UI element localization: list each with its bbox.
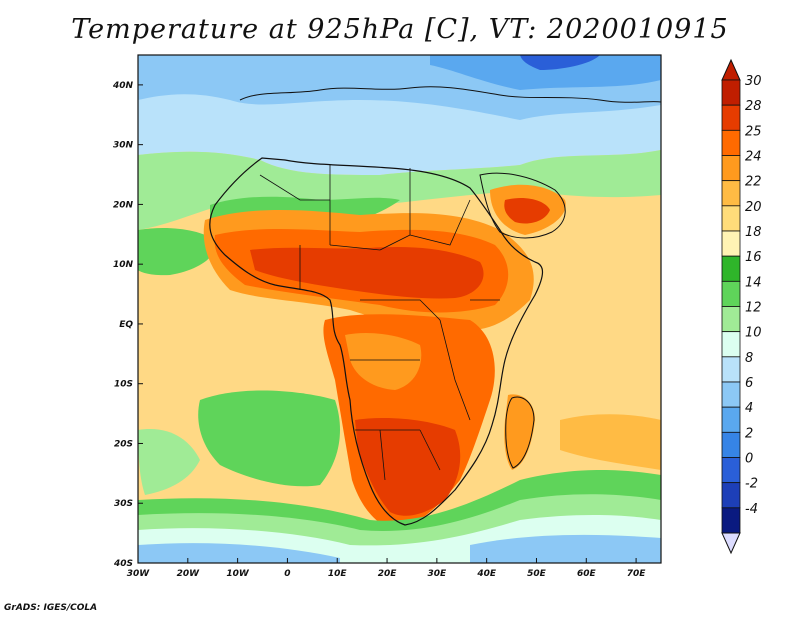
arabia-core [504, 198, 550, 224]
grads-credit: GrADS: IGES/COLA [4, 603, 98, 613]
southern-ocean-blue-east [470, 534, 661, 563]
colorbar-label: 10 [745, 326, 762, 341]
colorbar-swatch [721, 255, 741, 282]
colorbar-swatch [721, 356, 741, 383]
lon-tick-label: 20E [378, 569, 398, 579]
lat-tick-label: 20N [113, 200, 134, 210]
central-hot [345, 333, 422, 390]
africa-coastline [209, 157, 544, 526]
lon-tick-label: 0 [284, 569, 290, 579]
colorbar-label: 8 [745, 351, 753, 366]
colorbar-label: 14 [745, 275, 762, 290]
lon-tick-label: 10E [328, 569, 348, 579]
south-atlantic-lightgreen [138, 429, 200, 495]
lon-tick-label: 30W [127, 569, 151, 579]
colorbar-label: 2 [745, 426, 753, 441]
colorbar-label: 0 [745, 452, 753, 467]
southern-ocean-blue [138, 543, 340, 563]
colorbar-label: 18 [745, 225, 762, 240]
colorbar-swatch [721, 457, 741, 484]
arabia-coastline [479, 172, 566, 239]
colorbar-label: -4 [745, 502, 758, 517]
colorbar-swatch [721, 180, 741, 207]
colorbar-label: 16 [745, 250, 762, 265]
map-frame [137, 54, 662, 564]
country-borders [259, 165, 500, 481]
lon-tick-label: 60E [577, 569, 597, 579]
lat-tick-label: 30S [114, 499, 133, 509]
colorbar-label: 28 [745, 99, 762, 114]
lat-tick-label: 40S [113, 559, 133, 569]
madagascar-coastline [505, 396, 535, 469]
colorbar-label: 12 [745, 301, 762, 316]
colorbar-swatch [721, 406, 741, 433]
colorbar-swatch [721, 482, 741, 509]
lon-tick-label: 50E [527, 569, 547, 579]
colorbar-swatch [721, 129, 741, 156]
longitude-axis: 30W 20W 10W 0 10E 20E 30E 40E 50E 60E 70E [127, 558, 647, 579]
colorbar-label: 6 [745, 376, 753, 391]
lon-tick-label: 40E [476, 569, 497, 579]
lat-tick-label: 30N [113, 141, 134, 151]
coldest-region-north [430, 55, 661, 90]
indian-ocean-green [560, 414, 661, 470]
lat-tick-label: EQ [119, 320, 133, 330]
colorbar-underflow-arrow [721, 532, 741, 555]
europe-coastline [239, 86, 662, 103]
lon-tick-label: 70E [627, 569, 647, 579]
colorbar-overflow-arrow [721, 58, 741, 81]
colorbar-swatch [721, 431, 741, 458]
lat-tick-label: 10N [113, 260, 134, 270]
lon-tick-label: 10W [226, 569, 250, 579]
map-title: Temperature at 925hPa [C], VT: 202001091… [71, 14, 729, 45]
lat-tick-label: 40N [112, 81, 134, 91]
latitude-axis: 40N 30N 20N 10N EQ 10S 20S 30S 40S [112, 81, 143, 569]
colorbar-label: 20 [745, 200, 762, 215]
lat-tick-label: 10S [114, 380, 133, 390]
colorbar-swatch [721, 381, 741, 408]
sahel-hottest [250, 246, 484, 299]
colorbar-label: 24 [745, 150, 762, 165]
lon-tick-label: 20W [177, 569, 201, 579]
colorbar-label: 4 [745, 401, 753, 416]
colorbar-swatch [721, 306, 741, 333]
lat-tick-label: 20S [114, 439, 133, 449]
colorbar-label: 25 [745, 124, 762, 139]
colorbar-swatch [721, 205, 741, 232]
colorbar-swatch [721, 230, 741, 257]
cold-core-north [520, 55, 600, 70]
lon-tick-label: 30E [428, 569, 448, 579]
colorbar-swatch [721, 155, 741, 182]
colorbar-swatch [721, 507, 741, 534]
colorbar-label: 22 [745, 175, 762, 190]
atlantic-green-strip [138, 228, 216, 276]
colorbar-swatch [721, 280, 741, 307]
colorbar-label: 30 [745, 74, 762, 89]
sahara-band [138, 150, 661, 230]
colorbar-label: -2 [745, 477, 758, 492]
colorbar-swatch [721, 79, 741, 106]
colorbar-swatch [721, 331, 741, 358]
south-atlantic-green [198, 390, 340, 487]
temperature-field [138, 55, 661, 563]
colorbar-swatch [721, 104, 741, 131]
